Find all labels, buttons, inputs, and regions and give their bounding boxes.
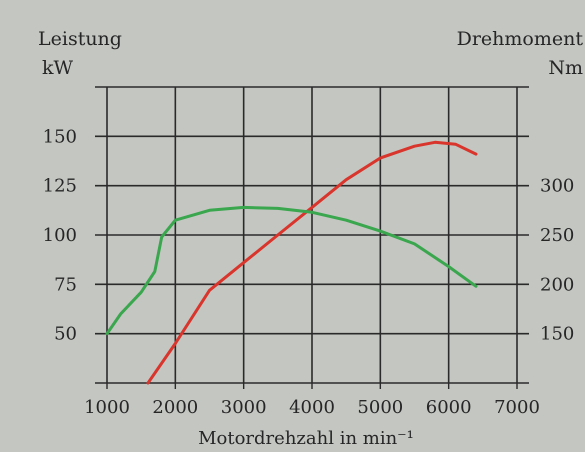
x-tick-label: 1000 xyxy=(84,397,130,418)
x-axis-label: Motordrehzahl in min⁻¹ xyxy=(198,428,414,449)
left-tick-label: 150 xyxy=(43,126,77,147)
chart-series xyxy=(105,140,478,385)
series-line-power xyxy=(146,140,478,385)
x-tick-label: 2000 xyxy=(152,397,198,418)
left-tick-label: 50 xyxy=(54,324,77,345)
left-tick-label: 100 xyxy=(43,225,77,246)
left-tick-label: 75 xyxy=(54,274,77,295)
right-tick-label: 250 xyxy=(540,225,574,246)
left-axis-unit: kW xyxy=(42,57,74,79)
x-tick-label: 6000 xyxy=(426,397,472,418)
chart-grid xyxy=(95,86,529,389)
x-tick-label: 4000 xyxy=(289,397,335,418)
right-tick-label: 150 xyxy=(540,324,574,345)
right-axis-label: Drehmoment xyxy=(457,28,584,50)
left-tick-label: 125 xyxy=(43,176,77,197)
left-axis-label: Leistung xyxy=(38,28,122,50)
x-tick-label: 5000 xyxy=(357,397,403,418)
right-tick-label: 200 xyxy=(540,274,574,295)
right-tick-label: 300 xyxy=(540,176,574,197)
series-line-torque xyxy=(105,205,478,336)
x-tick-label: 7000 xyxy=(494,397,540,418)
x-tick-label: 3000 xyxy=(221,397,267,418)
chart-ticks: 50 75 100 125 150 150 200 250 300 1000 2000 3000 400… xyxy=(43,126,575,418)
right-axis-unit: Nm xyxy=(548,57,583,79)
